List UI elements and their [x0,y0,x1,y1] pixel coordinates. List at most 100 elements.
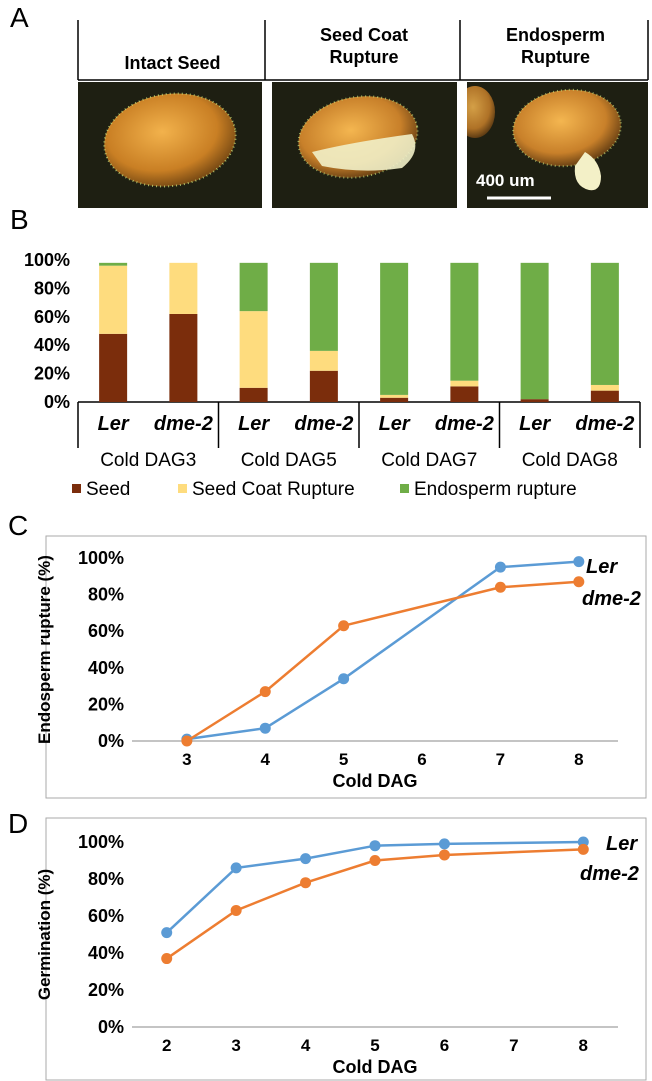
series-line [186,580,579,743]
x-tick-label: 4 [261,750,271,769]
x-tick-label: 5 [370,1036,379,1055]
legend-label: Endosperm rupture [414,479,577,500]
x-tick-label: 3 [182,750,191,769]
bar-segment [309,370,338,402]
x-tick-label: 6 [440,1036,449,1055]
bar-segment [169,313,198,402]
data-point [577,843,589,855]
bar-segment [590,384,619,391]
series-label: Ler [606,833,638,855]
data-point [573,576,585,588]
x-tick-label: 4 [301,1036,311,1055]
data-point [259,686,271,698]
bar-segment [99,262,128,266]
bar-segment [450,262,479,381]
legend-swatch [400,484,409,493]
data-point [300,853,312,865]
data-point [338,673,350,685]
bar-segment [309,262,338,351]
series-label: dme-2 [580,863,639,885]
photo-header-frame [77,20,649,81]
panel-label-c: C [8,510,29,541]
data-point [161,927,173,939]
photo-label-intact-seed: Intact Seed [80,52,265,74]
panel-label-b: B [10,204,29,235]
plot-frame [45,535,647,799]
y-tick-label: 100% [78,548,124,568]
bar-segment [450,386,479,402]
bar-segment [99,333,128,402]
y-tick-label: 40% [88,943,124,963]
photo-endosperm-rupture [467,82,648,208]
y-tick-label: 40% [34,335,70,355]
y-tick-label: 60% [88,906,124,926]
data-point [438,849,450,861]
x-tick-label: 3 [231,1036,240,1055]
legend-label: Seed [86,479,130,500]
y-tick-label: 60% [88,621,124,641]
x-tick-label: dme-2 [435,413,494,435]
x-tick-label: 7 [509,1036,518,1055]
group-label: Cold DAG7 [381,450,477,471]
x-tick-label: 8 [579,1036,588,1055]
legend-swatch [72,484,81,493]
y-tick-label: 0% [98,1017,124,1037]
x-tick-label: dme-2 [154,413,213,435]
bar-segment [380,397,409,402]
legend-label: Seed Coat Rupture [192,479,355,500]
photo-seed-coat-rupture [272,82,457,208]
bar-segment [99,265,128,334]
photo-label-line: Rupture [521,47,590,67]
bar-segment [520,399,549,402]
data-point [338,620,350,632]
data-point [369,855,381,866]
seed-illustration [297,95,419,179]
group-label: Cold DAG8 [522,450,618,471]
y-tick-label: 40% [88,658,124,678]
data-point [438,838,450,850]
bar-segment [239,262,268,312]
x-tick-label: 2 [162,1036,171,1055]
x-tick-label: dme-2 [575,413,634,435]
x-axis-title: Cold DAG [333,1057,418,1077]
x-tick-label: Ler [379,413,411,435]
scale-bar-label: 400 um [476,171,535,190]
y-tick-label: 100% [24,250,70,270]
photo-label-line: Intact Seed [124,53,221,73]
y-tick-label: 80% [88,869,124,889]
x-tick-label: 8 [574,750,583,769]
data-point [494,581,506,593]
x-tick-label: 7 [496,750,505,769]
y-axis-title: Germination (%) [35,869,54,1000]
series-label: dme-2 [582,588,641,610]
bar-segment [590,390,619,402]
y-tick-label: 80% [34,278,70,298]
bar-segment [520,262,549,400]
photo-label-seed-coat-rupture: Seed Coat Rupture [268,24,460,68]
x-tick-label: dme-2 [294,413,353,435]
series-line [165,840,584,934]
seed-illustration [103,92,237,188]
seed-illustration [467,86,622,200]
x-tick-label: 5 [339,750,348,769]
endosperm-rupture-chart: 0% 20% 40% 60% 80% 100% 3 4 5 6 7 8 Cold DAG Endosper… [35,535,647,799]
y-tick-label: 100% [78,832,124,852]
y-tick-label: 60% [34,307,70,327]
stacked-bar-chart: 0% 20% 40% 60% 80% 100% Ler dme-2 Ler dme-2 Ler dme… [24,250,641,500]
y-tick-label: 0% [44,392,70,412]
plot-frame [45,817,647,1081]
bar-segment [239,387,268,402]
data-point [573,556,585,568]
photo-label-endosperm-rupture: Endosperm Rupture [463,24,648,68]
photo-label-line: Endosperm [505,25,606,45]
x-tick-label: Ler [98,413,130,435]
series-line [186,560,579,741]
germination-chart: 0% 20% 40% 60% 80% 100% 2 3 4 5 6 7 8 Cold DAG Germina… [35,817,647,1081]
bar-segment [380,262,409,395]
y-tick-label: 20% [88,980,124,1000]
data-point [181,735,193,747]
bar-segment [169,262,198,314]
y-tick-label: 20% [88,694,124,714]
bar-segment [309,350,338,371]
y-tick-label: 0% [98,731,124,751]
